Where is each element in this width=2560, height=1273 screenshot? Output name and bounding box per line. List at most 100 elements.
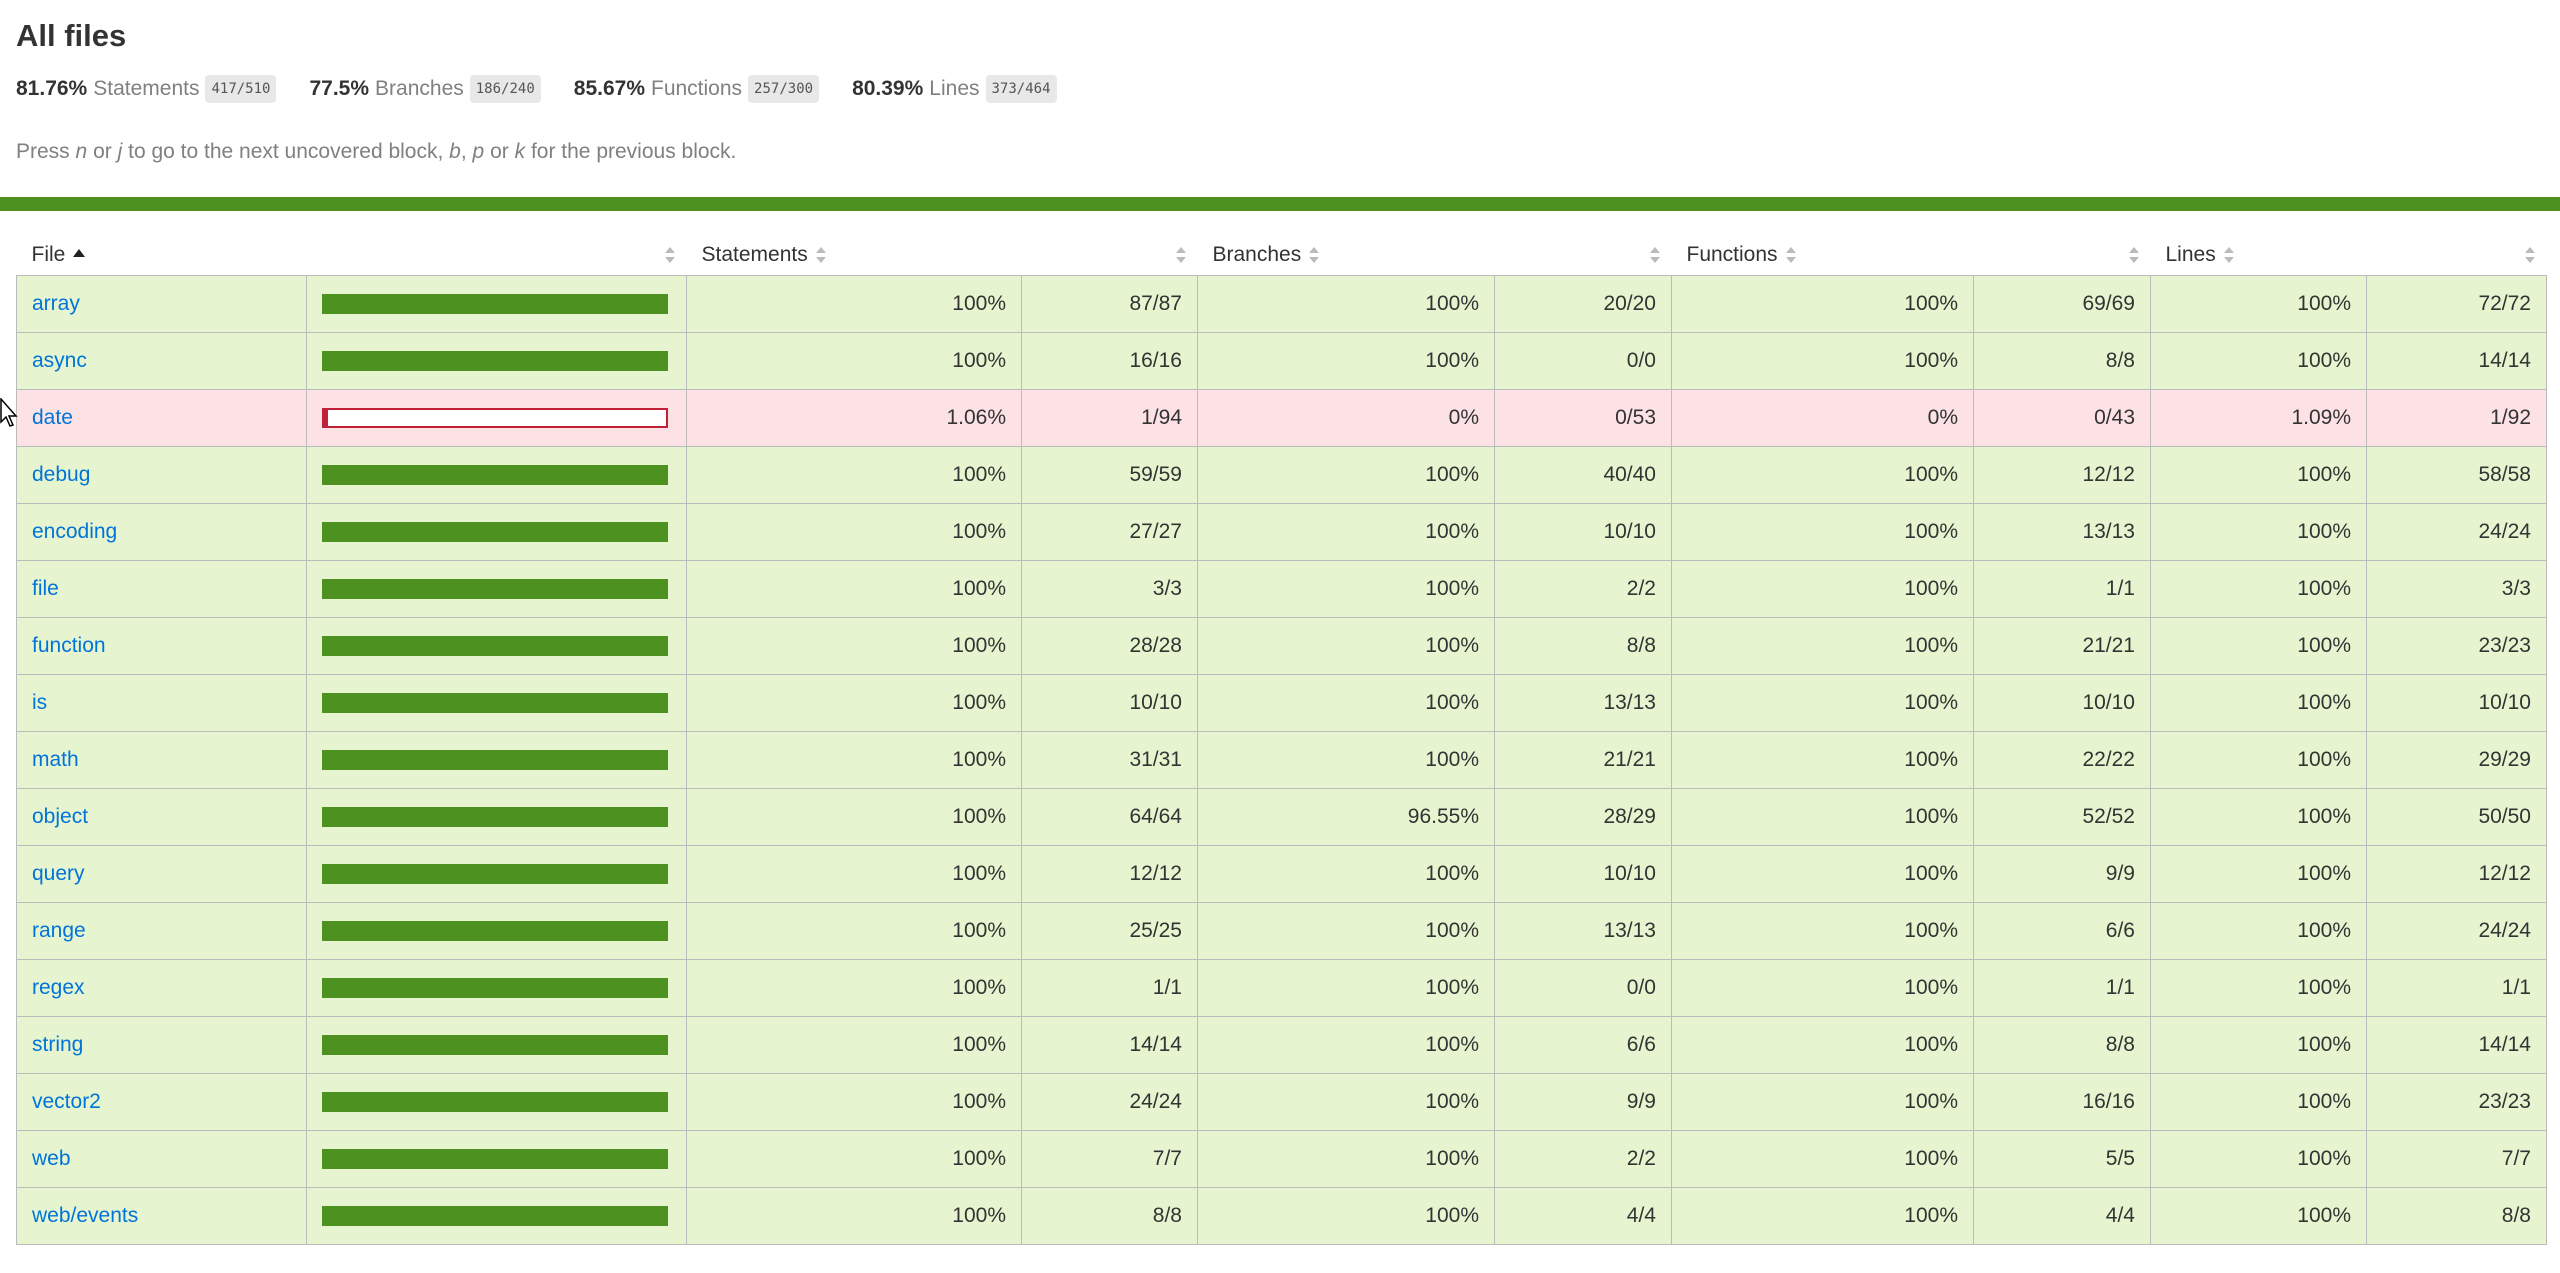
file-link[interactable]: string (32, 1033, 84, 1056)
file-cell: function (16, 617, 307, 675)
coverage-bar (322, 465, 668, 485)
summary-lines-label: Lines (929, 77, 980, 100)
file-link[interactable]: query (32, 862, 85, 885)
file-link[interactable]: is (32, 691, 48, 714)
file-cell: regex (16, 959, 307, 1017)
file-cell: file (16, 560, 307, 618)
coverage-table: File Statements Branches Func (16, 235, 2547, 1245)
file-link[interactable]: vector2 (32, 1090, 101, 1113)
header-lines-raw[interactable] (2367, 235, 2547, 276)
statements-pct-cell: 100% (686, 731, 1022, 789)
functions-fraction-cell: 1/1 (1973, 560, 2151, 618)
table-row: object 100% 64/64 96.55% 28/29 100% 52/52 100% 5… (16, 788, 2547, 846)
branches-pct-cell: 100% (1197, 959, 1495, 1017)
file-link[interactable]: range (32, 919, 86, 942)
summary-functions: 85.67% Functions 257/300 (574, 75, 820, 103)
coverage-bar-fill (324, 353, 666, 369)
statements-pct-cell: 100% (686, 560, 1022, 618)
header-branches-raw[interactable] (1495, 235, 1672, 276)
coverage-bar-fill (324, 980, 666, 996)
lines-fraction-cell: 12/12 (2366, 845, 2547, 903)
coverage-table-wrapper: File Statements Branches Func (16, 235, 2547, 1245)
statements-fraction-cell: 8/8 (1021, 1187, 1198, 1245)
lines-fraction-cell: 58/58 (2366, 446, 2547, 504)
file-link[interactable]: math (32, 748, 79, 771)
file-link[interactable]: function (32, 634, 106, 657)
file-cell: object (16, 788, 307, 846)
functions-pct-cell: 100% (1671, 332, 1974, 390)
statements-fraction-cell: 7/7 (1021, 1130, 1198, 1188)
summary-statements: 81.76% Statements 417/510 (16, 75, 277, 103)
lines-pct-cell: 100% (2150, 788, 2367, 846)
functions-pct-cell: 100% (1671, 446, 1974, 504)
statements-pct-cell: 100% (686, 1187, 1022, 1245)
statements-fraction-cell: 3/3 (1021, 560, 1198, 618)
page-title: All files (16, 18, 127, 53)
hint-key-j: j (117, 140, 123, 163)
file-link[interactable]: web/events (32, 1204, 139, 1227)
header-file-bar[interactable] (307, 235, 687, 276)
functions-pct-cell: 100% (1671, 1130, 1974, 1188)
coverage-bar (322, 1092, 668, 1112)
functions-pct-cell: 100% (1671, 731, 1974, 789)
coverage-bar-fill (324, 296, 666, 312)
coverage-bar-cell (306, 788, 687, 846)
functions-pct-cell: 100% (1671, 959, 1974, 1017)
file-link[interactable]: object (32, 805, 89, 828)
branches-fraction-cell: 8/8 (1494, 617, 1672, 675)
summary-statements-label: Statements (93, 77, 200, 100)
branches-pct-cell: 100% (1197, 902, 1495, 960)
functions-fraction-cell: 10/10 (1973, 674, 2151, 732)
sort-icon (2223, 247, 2234, 264)
file-link[interactable]: encoding (32, 520, 118, 543)
branches-pct-cell: 100% (1197, 446, 1495, 504)
file-link[interactable]: file (32, 577, 59, 600)
coverage-bar-fill (324, 467, 666, 483)
branches-pct-cell: 100% (1197, 731, 1495, 789)
statements-pct-cell: 100% (686, 959, 1022, 1017)
file-cell: range (16, 902, 307, 960)
lines-fraction-cell: 3/3 (2366, 560, 2547, 618)
file-cell: string (16, 1016, 307, 1074)
file-cell: math (16, 731, 307, 789)
summary-branches: 77.5% Branches 186/240 (309, 75, 541, 103)
lines-pct-cell: 100% (2150, 959, 2367, 1017)
lines-pct-cell: 100% (2150, 332, 2367, 390)
lines-fraction-cell: 1/1 (2366, 959, 2547, 1017)
branches-pct-cell: 100% (1197, 1016, 1495, 1074)
header-lines[interactable]: Lines (2151, 235, 2367, 276)
mouse-cursor-icon (0, 398, 18, 427)
statements-pct-cell: 100% (686, 275, 1022, 333)
functions-fraction-cell: 16/16 (1973, 1073, 2151, 1131)
header-functions[interactable]: Functions (1672, 235, 1974, 276)
header-statements-raw[interactable] (1022, 235, 1198, 276)
file-link[interactable]: async (32, 349, 87, 372)
hint-text: , (460, 140, 467, 163)
file-link[interactable]: debug (32, 463, 91, 486)
header-file[interactable]: File (17, 235, 307, 276)
lines-fraction-cell: 1/92 (2366, 389, 2547, 447)
functions-fraction-cell: 4/4 (1973, 1187, 2151, 1245)
hint-text: or (490, 140, 509, 163)
branches-fraction-cell: 13/13 (1494, 674, 1672, 732)
statements-fraction-cell: 59/59 (1021, 446, 1198, 504)
file-link[interactable]: regex (32, 976, 85, 999)
header-functions-raw[interactable] (1974, 235, 2151, 276)
file-link[interactable]: web (32, 1147, 71, 1170)
coverage-summary: 81.76% Statements 417/510 77.5% Branches… (16, 74, 2544, 104)
coverage-bar-cell (306, 560, 687, 618)
file-link[interactable]: date (32, 406, 73, 429)
file-link[interactable]: array (32, 292, 80, 315)
branches-fraction-cell: 10/10 (1494, 503, 1672, 561)
table-row: string 100% 14/14 100% 6/6 100% 8/8 100% 14/14 (16, 1016, 2547, 1074)
coverage-bar-fill (324, 1094, 666, 1110)
coverage-bar-fill (324, 1037, 666, 1053)
functions-pct-cell: 100% (1671, 560, 1974, 618)
header-branches[interactable]: Branches (1198, 235, 1495, 276)
functions-pct-cell: 100% (1671, 1016, 1974, 1074)
coverage-bar-fill (324, 752, 666, 768)
header-statements[interactable]: Statements (687, 235, 1022, 276)
coverage-bar (322, 1149, 668, 1169)
statements-fraction-cell: 24/24 (1021, 1073, 1198, 1131)
table-row: is 100% 10/10 100% 13/13 100% 10/10 100% 10/10 (16, 674, 2547, 732)
